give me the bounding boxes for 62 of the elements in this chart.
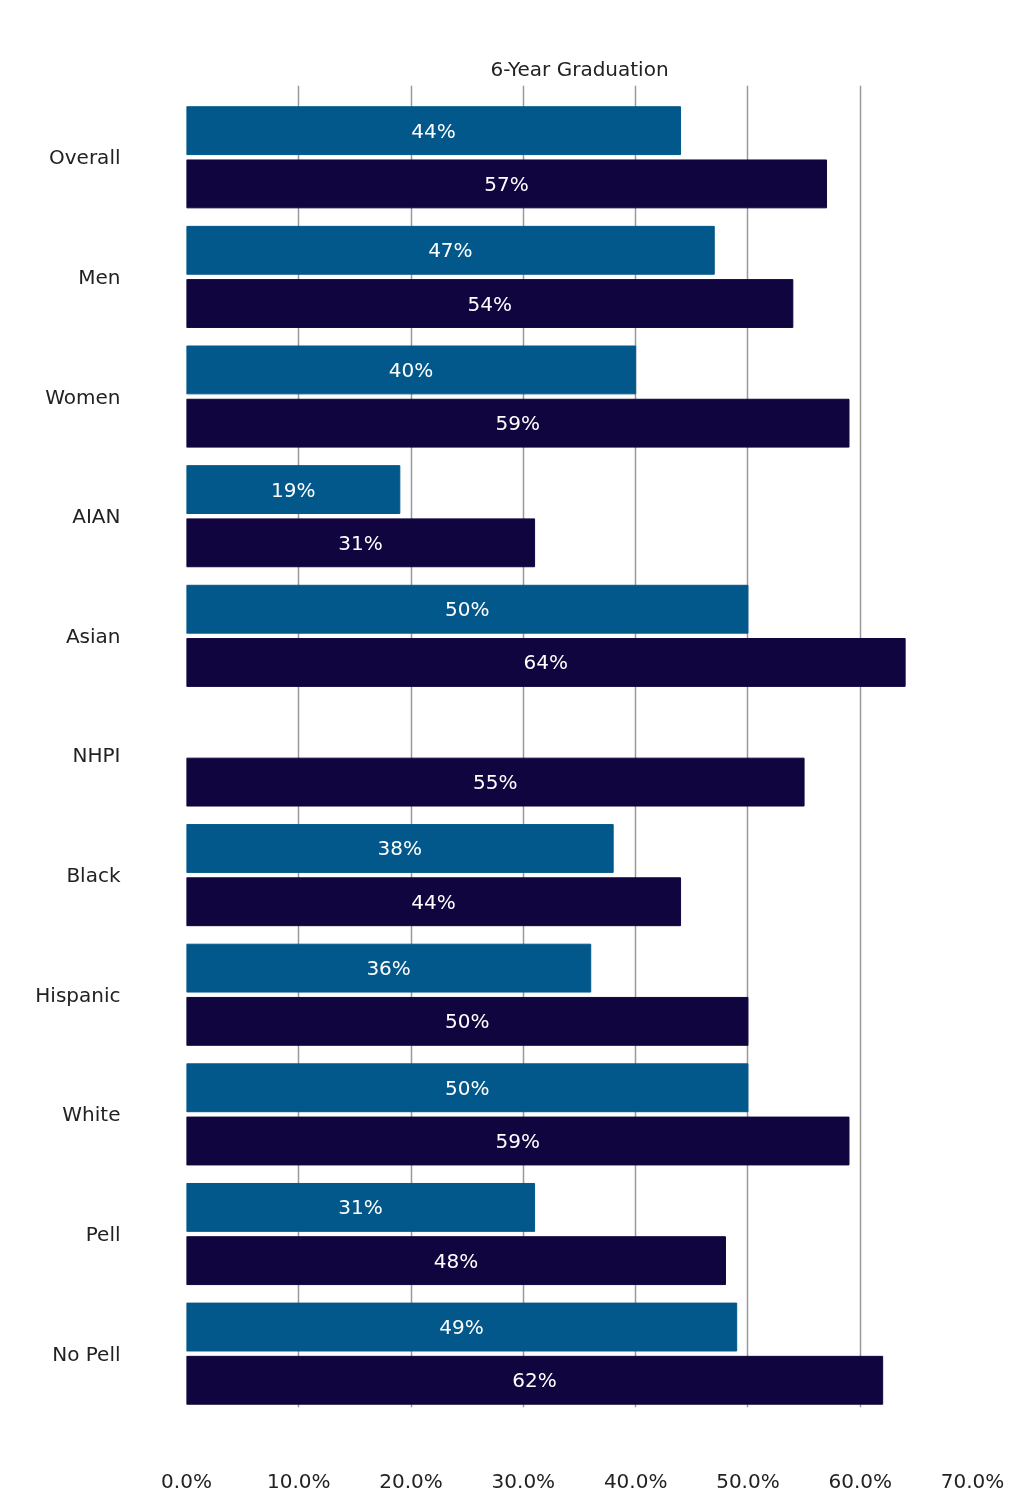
bar [186,996,749,1046]
data-label: 49% [439,1315,484,1340]
data-label: 55% [473,770,518,795]
y-tick-label: White [62,1102,121,1127]
bar [186,1182,536,1232]
data-label: 31% [338,530,383,555]
y-tick-label: Hispanic [35,982,121,1007]
x-tick-label: 60.0% [828,1468,892,1493]
chart-title: 6-Year Graduation [490,56,669,81]
data-label: 19% [270,477,316,502]
bar [186,159,828,209]
bar [186,1236,726,1286]
data-label: 50% [444,597,490,622]
data-label: 50% [444,1009,490,1034]
data-label: 40% [388,357,434,382]
bar [186,398,850,448]
data-label: 31% [338,1195,383,1220]
bar [186,1355,884,1405]
bar [186,518,536,568]
data-label: 48% [433,1248,479,1273]
bar [186,465,401,514]
bar [186,824,614,873]
y-tick-label: NHPI [72,743,121,768]
x-tick-label: 70.0% [940,1468,1005,1493]
data-label: 47% [428,238,473,263]
data-label: 54% [467,291,512,316]
x-tick-label: 50.0% [716,1468,780,1493]
y-tick-label: AIAN [72,504,121,529]
bar [186,345,637,395]
bar [186,1302,738,1352]
bar [186,1063,749,1113]
x-tick-label: 20.0% [379,1468,443,1493]
data-label: 44% [411,118,456,143]
data-label: 36% [366,956,411,981]
x-tick-label: 30.0% [491,1468,556,1493]
y-tick-label: Asian [65,623,121,648]
bar [186,225,715,275]
bar [186,106,682,156]
data-label: 50% [444,1075,490,1100]
y-tick-label: Overall [49,145,121,170]
y-tick-label: Black [66,863,121,888]
x-tick-label: 10.0% [267,1468,331,1493]
data-label: 59% [495,1129,540,1154]
x-tick-label: 40.0% [603,1468,668,1493]
data-label: 57% [484,171,529,196]
y-tick-label: Pell [85,1222,121,1247]
bar [186,584,749,634]
data-label: 62% [512,1368,557,1393]
bar [186,638,906,687]
data-label: 59% [495,411,540,436]
data-label: 38% [377,836,423,861]
y-tick-label: No Pell [52,1341,121,1366]
bar [186,877,682,927]
data-label: 44% [411,889,456,914]
y-tick-label: Men [78,264,121,289]
y-tick-label: Women [45,384,121,409]
bar [186,943,592,993]
bar [186,279,794,328]
x-tick-label: 0.0% [161,1468,212,1493]
data-label: 64% [523,650,569,675]
bar [186,1116,850,1166]
bar [186,757,805,807]
